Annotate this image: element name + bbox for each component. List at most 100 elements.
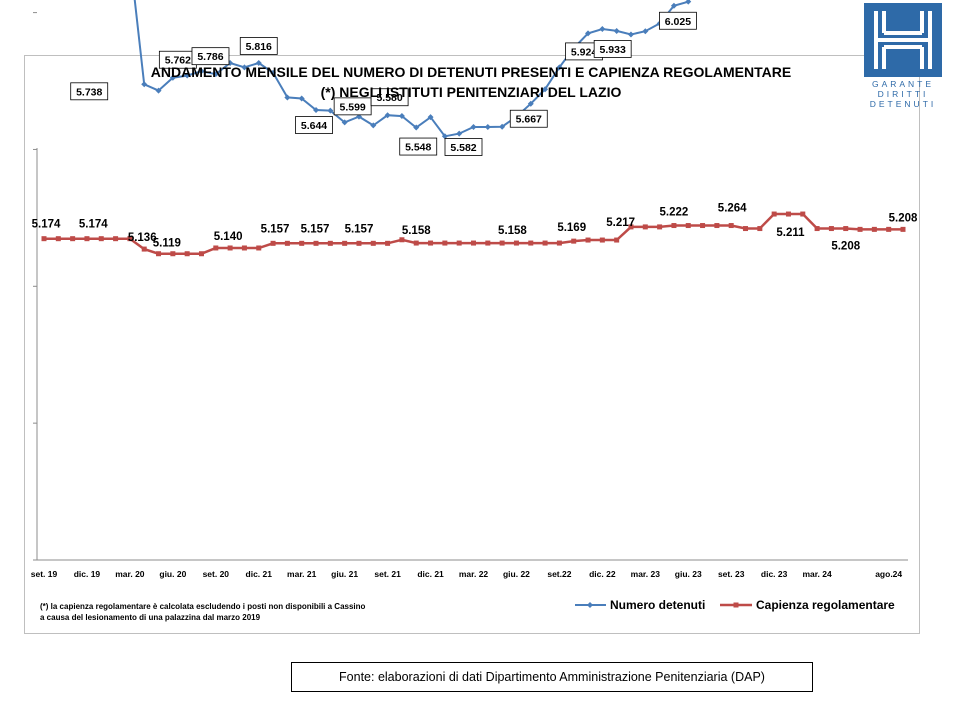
data-point bbox=[413, 240, 419, 246]
data-label-detenuti: 6.025 bbox=[665, 16, 691, 28]
data-point bbox=[771, 211, 777, 217]
data-point bbox=[599, 26, 606, 33]
data-label-capienza: 5.157 bbox=[261, 223, 290, 235]
data-point bbox=[441, 133, 448, 140]
data-point bbox=[871, 226, 877, 232]
data-label-capienza: 5.174 bbox=[79, 219, 108, 231]
data-label-box bbox=[593, 40, 632, 58]
data-point bbox=[113, 236, 119, 242]
data-point bbox=[256, 245, 262, 251]
data-point bbox=[212, 71, 219, 78]
data-point bbox=[571, 238, 577, 244]
x-tick-label: set. 19 bbox=[31, 569, 58, 579]
data-point bbox=[757, 226, 763, 232]
data-point bbox=[542, 86, 549, 93]
data-label-capienza: 5.136 bbox=[128, 232, 157, 244]
data-point bbox=[170, 251, 176, 257]
data-point bbox=[485, 240, 491, 246]
data-label-box bbox=[370, 88, 409, 107]
data-point bbox=[184, 72, 191, 79]
x-tick-label: giu. 22 bbox=[503, 569, 530, 579]
data-label-detenuti: 5.924 bbox=[571, 46, 597, 58]
data-point bbox=[886, 226, 892, 232]
data-point bbox=[155, 87, 162, 94]
footnote-line-2: a causa del lesionamento di una palazzin… bbox=[40, 613, 261, 622]
x-tick-label: dic. 19 bbox=[74, 569, 101, 579]
data-point bbox=[127, 236, 133, 242]
data-label-box bbox=[295, 116, 333, 134]
data-point bbox=[585, 30, 592, 37]
data-label-detenuti: 5.738 bbox=[76, 86, 102, 98]
data-point bbox=[370, 122, 377, 129]
x-tick-label: mar. 20 bbox=[115, 569, 145, 579]
x-tick-label: mar. 23 bbox=[631, 569, 661, 579]
data-point bbox=[427, 114, 434, 121]
data-point bbox=[614, 237, 620, 243]
footnote-line-1: (*) la capienza regolamentare è calcolat… bbox=[40, 602, 366, 611]
data-label-capienza: 5.158 bbox=[402, 225, 431, 237]
data-label-capienza: 5.217 bbox=[606, 217, 635, 229]
data-label-detenuti: 5.548 bbox=[405, 142, 431, 154]
data-point bbox=[198, 68, 205, 75]
data-point bbox=[241, 245, 247, 251]
data-point bbox=[642, 28, 649, 35]
data-point bbox=[356, 240, 362, 246]
x-tick-label: giu. 23 bbox=[675, 569, 702, 579]
data-point bbox=[442, 240, 448, 246]
data-point bbox=[385, 240, 391, 246]
x-tick-label: dic. 21 bbox=[417, 569, 444, 579]
data-point bbox=[828, 226, 834, 232]
data-point bbox=[800, 211, 806, 217]
x-tick-label: dic. 21 bbox=[246, 569, 273, 579]
data-label-capienza: 5.119 bbox=[153, 238, 181, 250]
data-point bbox=[814, 226, 820, 232]
data-point bbox=[413, 124, 420, 131]
data-label-capienza: 5.157 bbox=[301, 223, 330, 235]
data-point bbox=[55, 236, 61, 242]
data-point bbox=[743, 226, 749, 232]
data-point bbox=[628, 224, 634, 230]
data-label-capienza: 5.158 bbox=[498, 225, 527, 237]
data-point bbox=[270, 69, 277, 76]
data-point bbox=[98, 236, 104, 242]
data-point bbox=[556, 240, 562, 246]
chart-title: ANDAMENTO MENSILE DEL NUMERO DI DETENUTI… bbox=[24, 62, 918, 102]
chart-footnote: (*) la capienza regolamentare è calcolat… bbox=[40, 601, 365, 623]
data-point bbox=[499, 240, 505, 246]
data-point bbox=[313, 240, 319, 246]
data-point bbox=[70, 236, 76, 242]
data-point bbox=[685, 223, 691, 229]
data-point bbox=[613, 27, 620, 34]
data-point bbox=[470, 124, 477, 131]
data-label-box bbox=[239, 37, 278, 55]
data-label-detenuti: 5.582 bbox=[450, 142, 476, 154]
data-point bbox=[313, 107, 320, 114]
x-tick-label: dic. 22 bbox=[589, 569, 616, 579]
data-label-capienza: 5.208 bbox=[831, 241, 860, 253]
data-point bbox=[141, 81, 148, 88]
data-point bbox=[241, 64, 248, 71]
x-tick-label: mar. 24 bbox=[802, 569, 832, 579]
data-label-capienza: 5.157 bbox=[345, 223, 374, 235]
data-label-capienza: 5.208 bbox=[889, 212, 918, 224]
data-label-box bbox=[509, 109, 548, 128]
data-label-detenuti: 5.644 bbox=[301, 120, 327, 132]
data-label-box bbox=[659, 11, 697, 30]
chart-title-line-1: ANDAMENTO MENSILE DEL NUMERO DI DETENUTI… bbox=[150, 64, 792, 80]
data-point bbox=[156, 251, 162, 257]
data-point bbox=[198, 251, 204, 257]
data-point bbox=[627, 31, 634, 38]
data-point bbox=[471, 240, 476, 246]
data-point bbox=[213, 245, 219, 251]
data-point bbox=[398, 113, 405, 120]
data-label-capienza: 5.264 bbox=[718, 203, 747, 215]
data-point bbox=[327, 107, 334, 114]
data-label-capienza: 5.174 bbox=[32, 219, 61, 231]
data-point bbox=[657, 224, 663, 230]
data-point bbox=[585, 237, 591, 243]
source-note: Fonte: elaborazioni di dati Dipartimento… bbox=[291, 662, 813, 692]
data-point bbox=[499, 123, 506, 130]
data-label-detenuti: 5.786 bbox=[197, 51, 223, 63]
data-label-capienza: 5.211 bbox=[776, 227, 805, 239]
